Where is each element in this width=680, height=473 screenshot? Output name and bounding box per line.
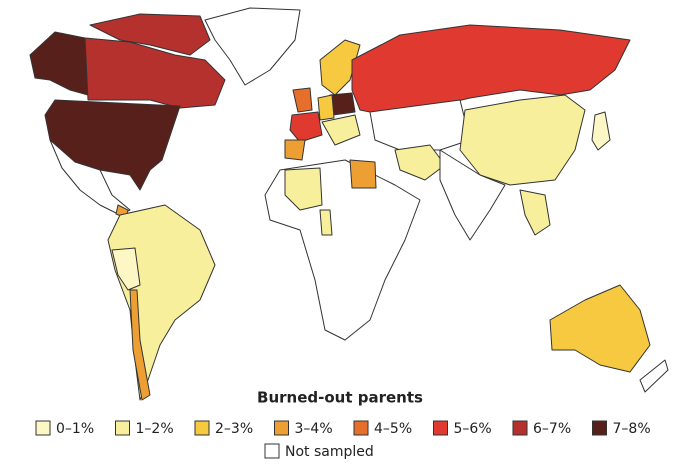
- legend-label: 4–5%: [374, 421, 412, 437]
- legend-label: 6–7%: [533, 421, 571, 437]
- region: [292, 87, 313, 113]
- legend-title: Burned-out parents: [257, 389, 423, 407]
- map: [29, 7, 669, 401]
- legend-swatch: [35, 420, 51, 436]
- region: [439, 149, 506, 241]
- region: [351, 24, 631, 116]
- legend-label: 2–3%: [215, 421, 253, 437]
- region: [459, 94, 586, 186]
- region: [519, 189, 551, 236]
- legend-swatch: [512, 420, 528, 436]
- region: [111, 247, 141, 291]
- legend-swatch: [353, 420, 369, 436]
- legend-swatch: [115, 420, 130, 436]
- legend-label: 3–4%: [295, 421, 333, 437]
- region: [317, 94, 335, 121]
- region: [204, 7, 301, 86]
- legend-swatch: [433, 420, 448, 436]
- region: [319, 39, 361, 96]
- region: [129, 289, 151, 401]
- region: [84, 37, 226, 109]
- region: [284, 139, 306, 161]
- region: [349, 159, 377, 189]
- legend: 0–1% 1–2% 2–3% 3–4% 4–5% 5–6% 6–7% 7–8% Not samp…: [35, 420, 651, 460]
- legend-swatch: [194, 420, 210, 436]
- region: [89, 13, 211, 56]
- legend-swatch: [592, 420, 607, 436]
- legend-label: Not sampled: [285, 444, 374, 460]
- region: [321, 114, 361, 146]
- region: [319, 209, 333, 236]
- legend-label: 5–6%: [454, 421, 492, 437]
- region: [591, 111, 611, 151]
- region: [289, 111, 323, 143]
- region: [639, 359, 669, 393]
- legend-label: 0–1%: [56, 421, 94, 437]
- region: [549, 284, 651, 373]
- region: [394, 144, 446, 181]
- legend-swatch: [264, 443, 280, 459]
- region: [284, 167, 323, 211]
- region: [44, 99, 181, 191]
- region: [107, 204, 216, 401]
- legend-label: 7–8%: [613, 421, 651, 437]
- legend-label: 1–2%: [136, 421, 174, 437]
- region: [29, 31, 89, 96]
- legend-swatch: [274, 420, 289, 436]
